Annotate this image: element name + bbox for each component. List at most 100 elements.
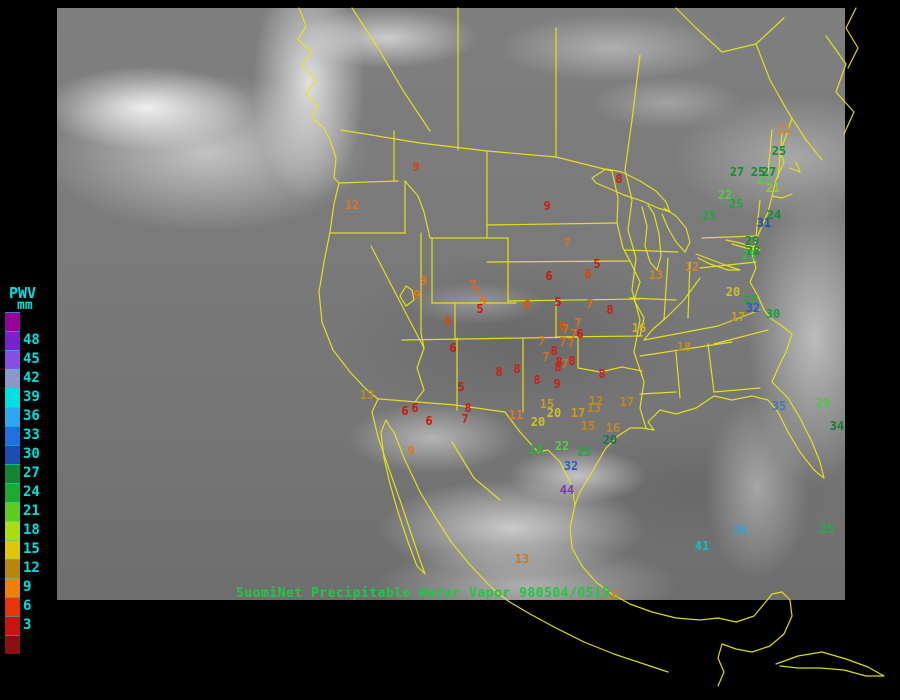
border-ar-la: [639, 391, 677, 395]
border-37n: [401, 337, 524, 341]
station-value: 11: [508, 408, 524, 422]
station-value: 20: [546, 406, 562, 420]
station-value: 6: [545, 269, 553, 283]
lake-huron: [661, 207, 691, 253]
border-mexico-interior: [451, 441, 501, 501]
border-ca-az: [414, 347, 425, 403]
island-long-island: [771, 193, 793, 199]
station-value: 6: [425, 414, 433, 428]
station-value: 21: [765, 181, 781, 195]
station-value: 31: [756, 216, 772, 230]
border-red-river: [577, 366, 643, 373]
station-value: 13: [359, 388, 375, 402]
station-value: 17: [619, 395, 635, 409]
caption: SuomiNet Precipitable Water Vapor 980504…: [236, 586, 611, 601]
legend-value-label: 45: [23, 351, 40, 367]
coast-newfoundland: [845, 7, 859, 69]
station-value: 22: [756, 173, 772, 187]
legend-entry: 39: [5, 388, 40, 407]
station-value: 15: [539, 397, 555, 411]
legend-color-swatch: [5, 350, 20, 369]
legend-value-label: 27: [23, 465, 40, 481]
legend-value-label: 48: [23, 332, 40, 348]
station-value: 5: [554, 295, 562, 309]
legend-entry: 33: [5, 426, 40, 445]
station-value: 17: [730, 310, 746, 324]
station-value: 9: [479, 294, 487, 308]
border-vt-nh: [767, 129, 773, 173]
station-value: 6: [584, 267, 592, 281]
legend-scale: 48 45 42 39 36 33 30 27 24 21 18 15 12 9 6 3: [5, 312, 40, 654]
legend-value-label: 6: [23, 598, 32, 614]
station-value: 6: [449, 341, 457, 355]
border-id-mt: [404, 180, 431, 239]
station-value: 12: [344, 198, 360, 212]
station-value: 9: [553, 377, 561, 391]
station-value: 36: [732, 523, 748, 537]
legend-color-swatch: [5, 616, 20, 635]
legend-entry: 48: [5, 331, 40, 350]
border-ia-mo: [629, 297, 677, 301]
station-value: 25: [743, 293, 759, 307]
legend-entry: 45: [5, 350, 40, 369]
station-value: 7: [538, 334, 546, 348]
station-value: 8: [513, 362, 521, 376]
legend-entry: 6: [5, 597, 40, 616]
station-value: 5: [457, 380, 465, 394]
station-value: 25: [819, 522, 835, 536]
border-ga-fl: [713, 387, 761, 393]
station-value: 32: [563, 459, 579, 473]
legend-unit: mm: [17, 298, 33, 313]
border-nd-sd: [486, 222, 618, 226]
station-value: 25: [576, 445, 592, 459]
station-value: 27: [729, 165, 745, 179]
station-value: 25: [771, 144, 787, 158]
legend-color-swatch: [5, 635, 20, 654]
station-value: 8: [555, 355, 563, 369]
station-value: 8: [550, 344, 558, 358]
station-value: 9: [420, 274, 428, 288]
legend-value-label: 42: [23, 370, 40, 386]
station-value: 8: [464, 401, 472, 415]
station-value: 9: [543, 199, 551, 213]
station-value: 7: [586, 297, 594, 311]
legend-value-label: 39: [23, 389, 40, 405]
legend-color-swatch: [5, 407, 20, 426]
station-value: 7: [567, 336, 575, 350]
lake-ontario: [725, 239, 761, 251]
legend-entry: 30: [5, 445, 40, 464]
station-value: 7: [574, 316, 582, 330]
legend-entry: 15: [5, 540, 40, 559]
legend-color-swatch: [5, 464, 20, 483]
border-va-nc: [717, 309, 761, 327]
river-ohio: [643, 277, 701, 341]
station-value: 7: [461, 412, 469, 426]
station-value: 7: [570, 327, 578, 341]
station-value: 6: [401, 404, 409, 418]
station-value: 6: [523, 298, 531, 312]
station-value: 13: [586, 401, 602, 415]
coast-cuba: [775, 651, 885, 677]
legend-title: PWV: [9, 284, 37, 302]
station-value: 22: [554, 439, 570, 453]
island-cape-cod: [789, 161, 801, 173]
border-mn-west: [611, 170, 631, 262]
legend-color-swatch: [5, 426, 20, 445]
border-ne-ks: [507, 298, 641, 302]
station-value: 8: [495, 365, 503, 379]
satellite-image: [57, 8, 845, 600]
coast-mexico-east: [569, 504, 719, 621]
legend-color-swatch: [5, 388, 20, 407]
station-value: 25: [741, 248, 757, 262]
station-value: 7: [561, 357, 569, 371]
station-value: 20: [725, 285, 741, 299]
station-value: 7: [559, 335, 567, 349]
legend-value-label: 18: [23, 522, 40, 538]
lake-erie: [695, 253, 741, 271]
border-pa-south: [699, 261, 757, 269]
border-ms-al: [675, 351, 681, 399]
border-ca-nv: [370, 245, 425, 349]
border-al-ga: [707, 343, 715, 393]
station-value: 8: [606, 303, 614, 317]
legend-value-label: 21: [23, 503, 40, 519]
